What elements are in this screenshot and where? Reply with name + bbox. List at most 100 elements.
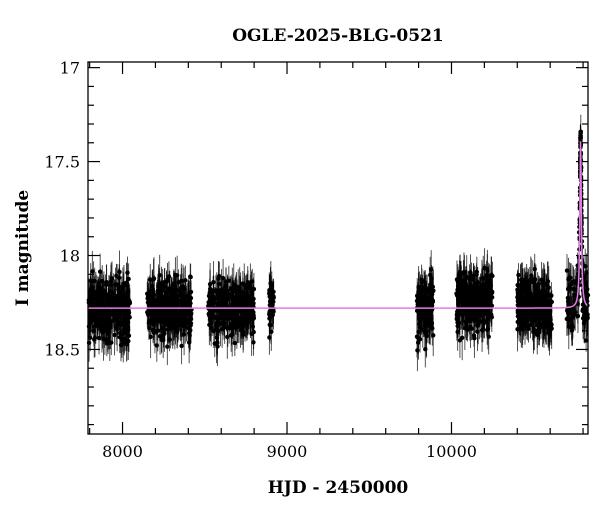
data-point [188,274,193,280]
data-point [161,315,167,321]
data-point [571,286,576,292]
data-point [237,286,242,291]
data-point [539,277,544,282]
data-point [231,282,236,287]
data-point [149,292,154,298]
data-point [215,344,220,349]
data-point [113,316,119,321]
data-point [98,292,103,297]
data-point [469,326,474,331]
data-point [485,327,490,333]
data-point [515,308,520,313]
x-tick-label: 8000 [102,442,143,461]
data-point [422,329,428,334]
data-point [176,311,182,317]
data-point [268,322,274,328]
data-point [160,300,165,305]
data-point [475,299,481,305]
data-point [110,296,115,301]
data-point [151,276,157,281]
data-point [214,323,219,328]
data-point [227,309,232,314]
y-axis-label: I magnitude [13,190,33,307]
data-point [122,337,128,342]
data-point [116,275,122,281]
data-point [110,318,115,324]
data-point [546,285,551,290]
data-point [126,333,132,338]
data-point [120,321,125,326]
data-point [239,299,245,304]
data-point [107,300,113,306]
data-point [474,269,480,275]
data-point [567,308,572,314]
data-point [207,322,212,328]
data-point [271,289,276,294]
data-point [570,324,575,330]
y-tick-label: 18 [60,247,80,266]
data-point [478,313,484,318]
plot-frame [87,61,589,435]
data-point [165,344,170,349]
data-point [154,343,160,348]
data-point [467,293,473,298]
data-point [97,269,103,274]
data-point [233,287,239,293]
data-point [570,279,576,285]
data-point [206,311,211,317]
data-point [567,275,572,280]
data-point [211,314,216,319]
data-point [212,296,218,302]
data-point [529,273,534,278]
data-point [106,293,111,298]
data-point [152,303,157,308]
data-point [524,318,530,323]
axis-ticks [88,62,588,434]
data-point [425,315,430,320]
data-point [157,334,163,339]
data-point [525,290,530,296]
data-point [170,300,176,305]
data-point [151,299,156,304]
data-point [219,326,225,332]
data-point [471,317,476,322]
data-point [226,278,232,283]
y-tick-label: 17 [60,59,80,78]
data-point [119,297,124,302]
data-point [175,295,180,301]
data-point [127,315,132,320]
data-point [206,293,212,299]
data-point [150,327,156,333]
data-point [489,295,494,300]
data-point [239,327,245,333]
data-point [104,280,109,285]
data-point [516,272,521,278]
data-point [146,296,151,301]
data-point [89,289,95,295]
data-point [520,277,525,282]
data-point [122,303,127,308]
data-point [583,338,589,343]
data-point [467,316,472,321]
x-axis-label: HJD - 2450000 [268,478,409,498]
data-point [541,323,546,328]
data-point [217,274,222,279]
data-point [457,270,463,275]
data-point [156,303,161,308]
data-point [158,310,163,315]
data-point [479,319,485,324]
data-point [162,294,168,299]
data-point [249,294,254,300]
data-point [173,323,179,329]
data-point [219,288,224,294]
data-point [429,297,435,302]
y-tick-label: 17.5 [44,153,80,172]
data-point [87,298,93,304]
data-point [528,322,533,327]
data-point [581,321,587,326]
model-curve [88,141,589,309]
data-point [457,338,463,343]
data-point [186,297,191,302]
data-point [481,276,486,281]
data-point [229,313,234,319]
